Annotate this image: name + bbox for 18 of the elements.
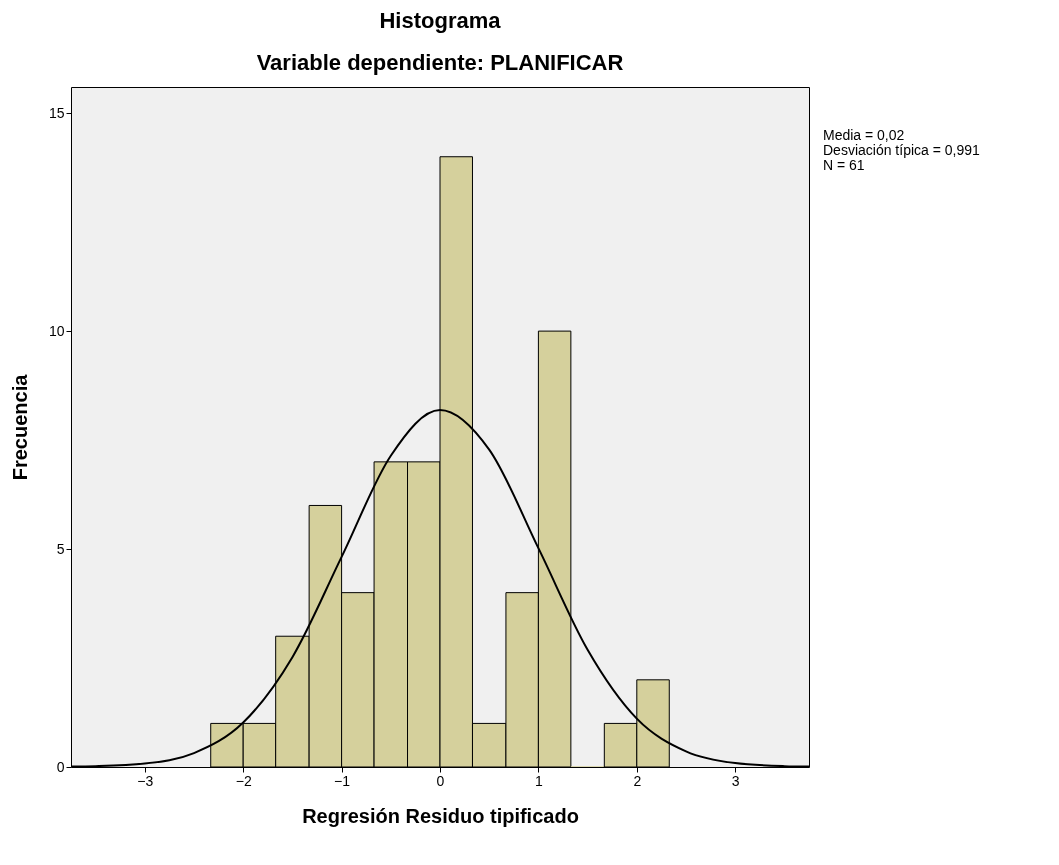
- x-tick-label: −3: [137, 772, 154, 789]
- text: Desviación típica = 0,991: [823, 142, 981, 158]
- x-tick-label: 3: [731, 772, 740, 789]
- y-axis-title: Frecuencia: [8, 373, 31, 481]
- x-tick-label: −1: [334, 772, 351, 789]
- text: N = 61: [823, 157, 865, 173]
- x-tick-label: −2: [235, 772, 252, 789]
- x-tick-label: 2: [633, 772, 642, 789]
- text: Media = 0,02: [823, 127, 905, 143]
- x-axis-title: Regresión Residuo tipificado: [302, 804, 579, 827]
- x-tick-label: 0: [436, 772, 445, 789]
- y-tick-label: 15: [48, 104, 65, 121]
- chart-subtitle: Variable dependiente: PLANIFICAR: [256, 50, 624, 75]
- y-tick-label: 10: [48, 322, 65, 339]
- x-tick-label: 1: [535, 772, 543, 789]
- y-tick-label: 0: [56, 758, 65, 775]
- chart-title: Histograma: [379, 8, 502, 33]
- y-tick-label: 5: [56, 540, 65, 557]
